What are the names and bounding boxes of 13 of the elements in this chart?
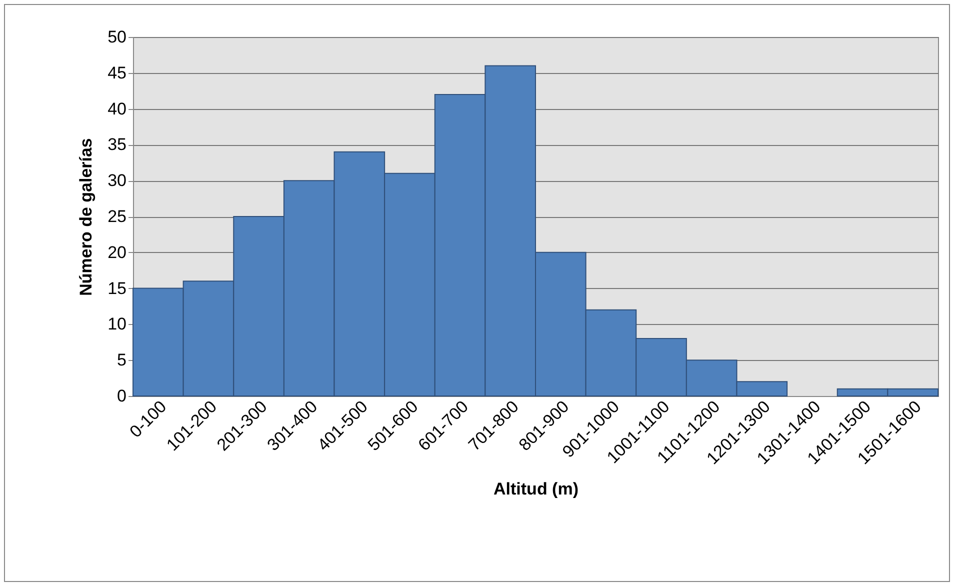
y-axis-title: Número de galerías: [76, 138, 96, 296]
y-tick-label: 20: [108, 242, 126, 262]
y-tick-label: 50: [108, 28, 126, 46]
y-tick-label: 25: [108, 207, 126, 226]
y-tick-label: 5: [117, 350, 126, 370]
y-tick-label: 15: [108, 278, 126, 298]
y-tick-label: 35: [108, 135, 126, 154]
y-tick-label: 45: [108, 63, 126, 82]
y-tick-label: 40: [108, 99, 126, 118]
x-axis-title: Altitud (m): [494, 479, 578, 498]
y-tick-label: 30: [108, 171, 126, 190]
y-tick-label: 0: [117, 386, 126, 406]
y-tick-label: 10: [108, 314, 126, 334]
